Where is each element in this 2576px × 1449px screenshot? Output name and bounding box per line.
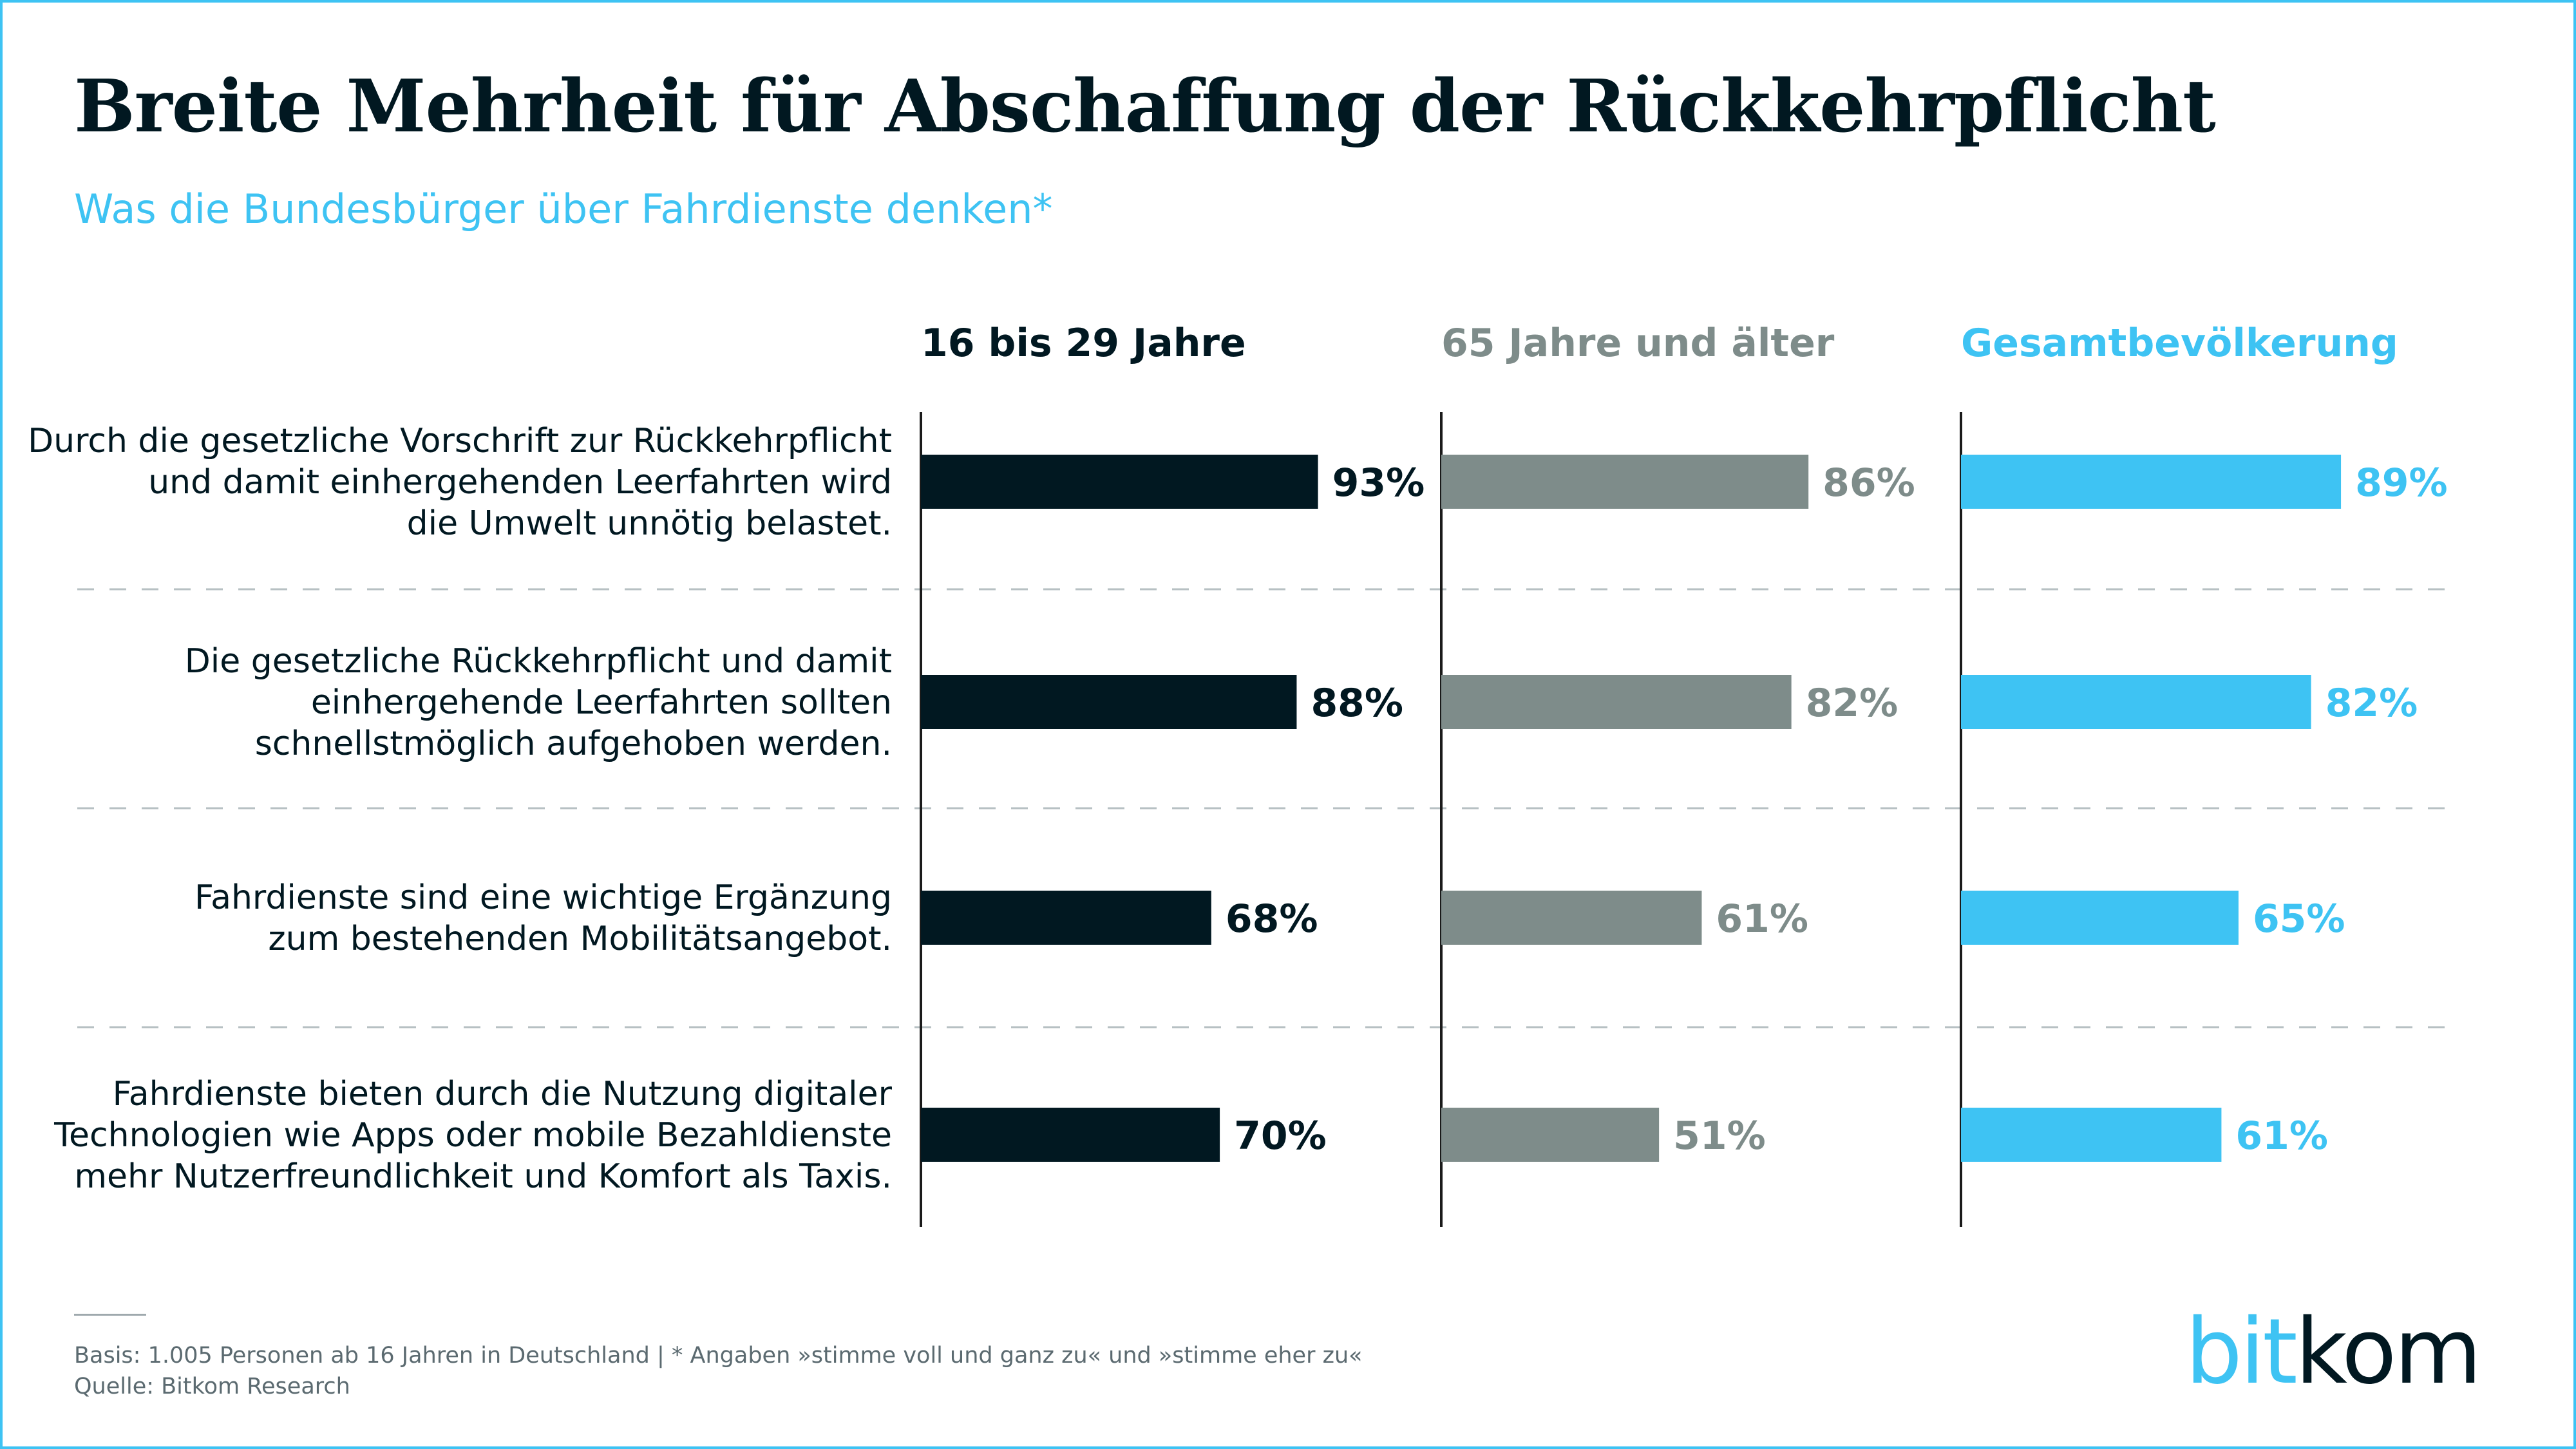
category-label-2-line-2: einhergehende Leerfahrten sollten: [311, 683, 892, 722]
bar-series-1-row-2: [921, 675, 1297, 729]
value-label-series-3-row-3: 65%: [2253, 896, 2345, 942]
bitkom-logo: bitkom: [2185, 1307, 2482, 1397]
bar-series-1-row-1: [921, 455, 1318, 509]
category-label-2-line-1: Die gesetzliche Rückkehrpflicht und dami…: [185, 642, 892, 681]
value-label-series-2-row-3: 61%: [1716, 896, 1808, 942]
category-label-3-line-1: Fahrdienste sind eine wichtige Ergänzung: [194, 878, 892, 917]
value-label-series-3-row-4: 61%: [2235, 1113, 2328, 1159]
bar-series-3-row-1: [1961, 455, 2342, 509]
bar-series-3-row-2: [1961, 675, 2311, 729]
bar-series-1-row-3: [921, 891, 1211, 945]
bar-series-3-row-4: [1961, 1108, 2222, 1162]
category-label-2-line-3: schnellstmöglich aufgehoben werden.: [255, 724, 892, 763]
category-label-1-line-1: Durch die gesetzliche Vorschrift zur Rüc…: [28, 422, 892, 460]
value-label-series-1-row-2: 88%: [1311, 681, 1403, 726]
value-label-series-2-row-4: 51%: [1673, 1113, 1766, 1159]
value-label-series-2-row-1: 86%: [1823, 460, 1915, 506]
bar-series-2-row-2: [1441, 675, 1792, 729]
bar-series-1-row-4: [921, 1108, 1220, 1162]
logo-part-bit: bit: [2185, 1300, 2298, 1405]
bar-series-2-row-3: [1441, 891, 1702, 945]
category-label-1-line-2: und damit einhergehenden Leerfahrten wir…: [148, 463, 892, 502]
value-label-series-2-row-2: 82%: [1806, 681, 1899, 726]
category-label-4-line-2: Technologien wie Apps oder mobile Bezahl…: [53, 1116, 892, 1155]
value-label-series-1-row-4: 70%: [1234, 1113, 1327, 1159]
bar-series-2-row-1: [1441, 455, 1809, 509]
chart-subtitle: Was die Bundesbürger über Fahrdienste de…: [74, 185, 1053, 232]
value-label-series-1-row-3: 68%: [1226, 896, 1318, 942]
bar-chart: 16 bis 29 Jahre 65 Jahre und älter Gesamtb…: [28, 321, 2448, 1227]
bar-series-3-row-3: [1961, 891, 2239, 945]
value-label-series-3-row-2: 82%: [2325, 681, 2418, 726]
value-label-series-3-row-1: 89%: [2355, 460, 2448, 506]
footnote-basis: Basis: 1.005 Personen ab 16 Jahren in De…: [74, 1343, 1363, 1368]
category-label-4-line-3: mehr Nutzerfreundlichkeit und Komfort al…: [74, 1157, 892, 1196]
bar-series-2-row-4: [1441, 1108, 1660, 1162]
category-label-1-line-3: die Umwelt unnötig belastet.: [407, 504, 892, 543]
category-label-4-line-1: Fahrdienste bieten durch die Nutzung dig…: [113, 1075, 893, 1113]
series-header-2: 65 Jahre und älter: [1441, 321, 1835, 366]
series-header-1: 16 bis 29 Jahre: [921, 321, 1246, 366]
category-label-3-line-2: zum bestehenden Mobilitätsangebot.: [268, 920, 892, 958]
footnote-rule: [74, 1314, 146, 1316]
footnote-source: Quelle: Bitkom Research: [74, 1374, 350, 1399]
chart-title: Breite Mehrheit für Abschaffung der Rück…: [74, 64, 2216, 149]
series-header-3: Gesamtbevölkerung: [1961, 321, 2398, 366]
value-label-series-1-row-1: 93%: [1332, 460, 1425, 506]
logo-part-kom: kom: [2295, 1300, 2482, 1405]
